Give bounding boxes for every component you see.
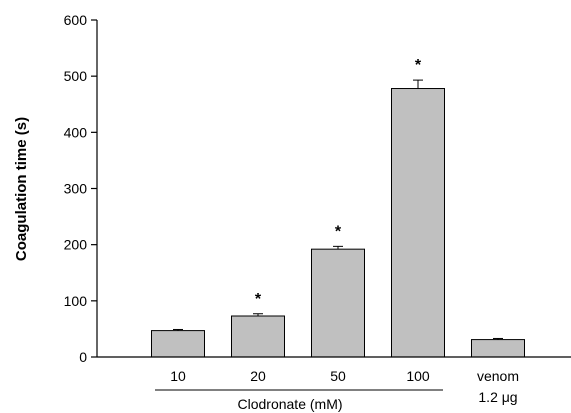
x-tick-sublabel: 1.2 μg bbox=[478, 389, 517, 405]
x-tick-label: 20 bbox=[250, 368, 266, 384]
significance-marker: * bbox=[415, 57, 422, 74]
y-tick-label: 300 bbox=[64, 181, 88, 197]
x-tick-label: venom bbox=[477, 368, 519, 384]
y-tick-label: 600 bbox=[64, 12, 88, 28]
y-tick-label: 0 bbox=[79, 349, 87, 365]
y-axis-title: Coagulation time (s) bbox=[13, 117, 30, 261]
bar bbox=[471, 339, 525, 358]
significance-marker: * bbox=[255, 291, 262, 308]
group-label: Clodronate (mM) bbox=[237, 396, 342, 412]
plot-area: 0 100 200 300 400 500 600 10 * 20 * 50 * 100 venom 1.2 … bbox=[64, 12, 525, 405]
bar bbox=[231, 315, 285, 358]
y-tick-label: 100 bbox=[64, 293, 88, 309]
significance-marker: * bbox=[335, 223, 342, 240]
x-tick-label: 10 bbox=[170, 368, 186, 384]
bar bbox=[311, 248, 365, 358]
y-tick-label: 400 bbox=[64, 124, 88, 140]
y-tick-label: 500 bbox=[64, 68, 88, 84]
x-tick-label: 50 bbox=[330, 368, 346, 384]
bar bbox=[391, 88, 445, 358]
bar bbox=[151, 330, 205, 358]
y-tick-label: 200 bbox=[64, 237, 88, 253]
x-tick-label: 100 bbox=[406, 368, 430, 384]
